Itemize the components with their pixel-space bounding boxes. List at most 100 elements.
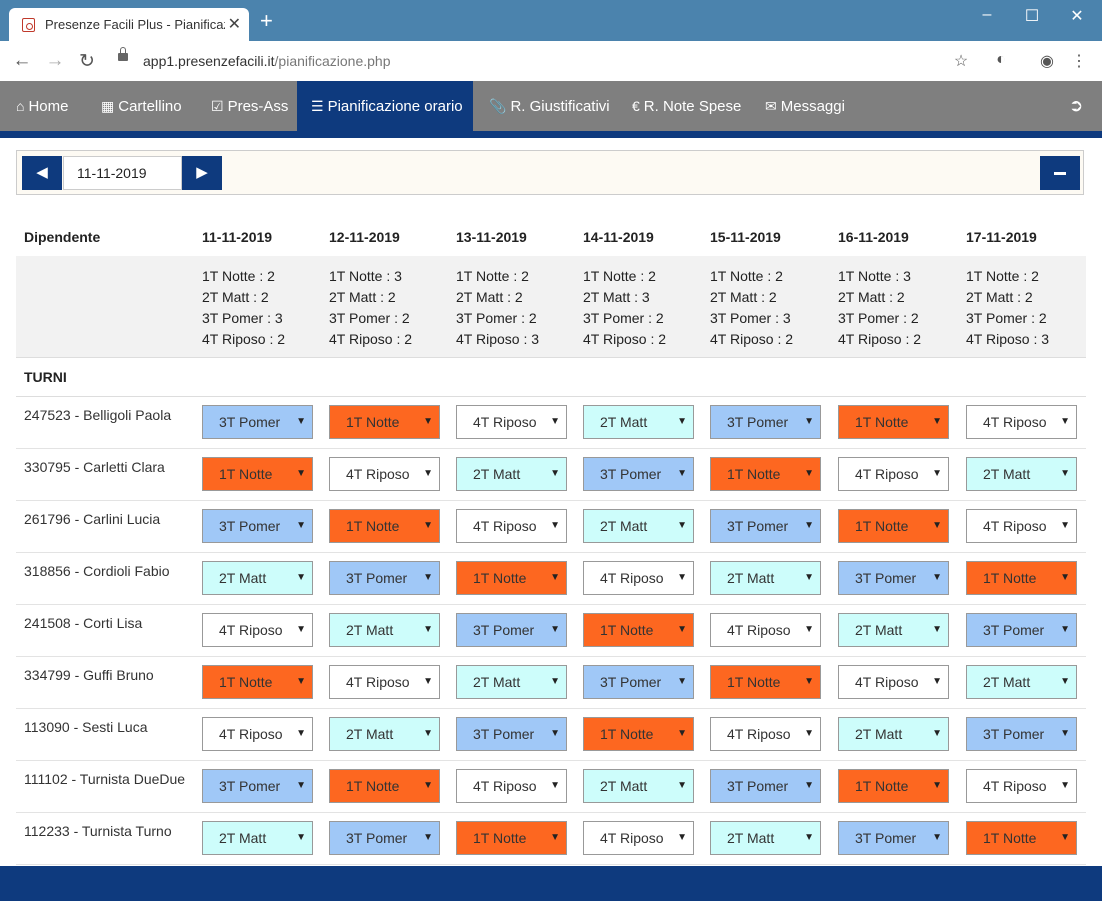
- shift-select[interactable]: 2T Matt ▼: [966, 457, 1077, 491]
- shift-select[interactable]: 4T Riposo ▼: [710, 613, 821, 647]
- shift-select[interactable]: 3T Pomer ▼: [710, 769, 821, 803]
- shift-select[interactable]: 2T Matt ▼: [710, 561, 821, 595]
- shift-select[interactable]: 2T Matt ▼: [329, 613, 440, 647]
- close-tab-icon[interactable]: ✕: [227, 16, 241, 33]
- nav-home[interactable]: ⌂ Home: [16, 81, 68, 131]
- shift-select[interactable]: 2T Matt ▼: [202, 561, 313, 595]
- shift-select[interactable]: 3T Pomer ▼: [583, 457, 694, 491]
- nav-pianificazione[interactable]: ☰ Pianificazione orario: [297, 81, 473, 131]
- summary-cell: 1T Notte : 2 2T Matt : 2 3T Pomer : 3 4T Ri…: [202, 266, 285, 350]
- collapse-button[interactable]: [1040, 156, 1080, 190]
- shift-select[interactable]: 4T Riposo ▼: [456, 769, 567, 803]
- shift-select[interactable]: 3T Pomer ▼: [966, 717, 1077, 751]
- caret-down-icon: ▼: [932, 780, 942, 791]
- shift-select[interactable]: 2T Matt ▼: [710, 821, 821, 855]
- minimize-icon[interactable]: –: [982, 6, 992, 23]
- shift-select[interactable]: 4T Riposo ▼: [202, 613, 313, 647]
- nav-cartellino[interactable]: ▦ Cartellino: [101, 81, 182, 131]
- shift-select[interactable]: 2T Matt ▼: [456, 457, 567, 491]
- nav-note-spese[interactable]: € R. Note Spese: [632, 81, 741, 131]
- date-input[interactable]: 11-11-2019: [63, 156, 182, 190]
- shift-select[interactable]: 4T Riposo ▼: [456, 509, 567, 543]
- prev-date-button[interactable]: ◀: [22, 156, 62, 190]
- star-icon[interactable]: ☆: [953, 53, 969, 70]
- nav-pres-ass[interactable]: ☑ Pres-Ass: [211, 81, 288, 131]
- reload-icon[interactable]: ↻: [79, 51, 95, 72]
- shift-select-value: 2T Matt: [219, 570, 267, 586]
- shift-select[interactable]: 2T Matt ▼: [202, 821, 313, 855]
- shift-select[interactable]: 1T Notte ▼: [583, 613, 694, 647]
- shift-select[interactable]: 2T Matt ▼: [838, 613, 949, 647]
- shift-select[interactable]: 3T Pomer ▼: [838, 821, 949, 855]
- shift-select[interactable]: 1T Notte ▼: [710, 457, 821, 491]
- shift-select[interactable]: 1T Notte ▼: [966, 821, 1077, 855]
- shift-select[interactable]: 1T Notte ▼: [329, 509, 440, 543]
- shift-select[interactable]: 4T Riposo ▼: [329, 665, 440, 699]
- shift-select[interactable]: 4T Riposo ▼: [583, 561, 694, 595]
- shift-select[interactable]: 4T Riposo ▼: [710, 717, 821, 751]
- caret-down-icon: ▼: [677, 416, 687, 427]
- shift-select[interactable]: 2T Matt ▼: [966, 665, 1077, 699]
- logout-button[interactable]: ➲: [1069, 81, 1083, 131]
- shift-select[interactable]: 1T Notte ▼: [710, 665, 821, 699]
- browser-tab[interactable]: Presenze Facili Plus - Pianificazio ✕: [9, 8, 249, 41]
- shift-select[interactable]: 3T Pomer ▼: [329, 821, 440, 855]
- shift-select[interactable]: 3T Pomer ▼: [583, 665, 694, 699]
- nav-giustificativi[interactable]: 📎 R. Giustificativi: [489, 81, 610, 131]
- shift-select[interactable]: 3T Pomer ▼: [966, 613, 1077, 647]
- caret-down-icon: ▼: [932, 572, 942, 583]
- nav-messaggi[interactable]: ✉ Messaggi: [765, 81, 845, 131]
- back-icon[interactable]: ←: [12, 50, 32, 71]
- shift-select[interactable]: 3T Pomer ▼: [202, 405, 313, 439]
- shift-select[interactable]: 3T Pomer ▼: [456, 613, 567, 647]
- shift-select[interactable]: 1T Notte ▼: [583, 717, 694, 751]
- shift-select[interactable]: 4T Riposo ▼: [966, 769, 1077, 803]
- next-date-button[interactable]: ▶: [182, 156, 222, 190]
- url-text[interactable]: app1.presenzefacili.it/pianificazione.ph…: [143, 53, 391, 69]
- shift-select[interactable]: 4T Riposo ▼: [456, 405, 567, 439]
- employee-name: 330795 - Carletti Clara: [24, 459, 165, 475]
- forward-icon[interactable]: →: [45, 50, 65, 71]
- shift-select[interactable]: 4T Riposo ▼: [838, 665, 949, 699]
- shift-select[interactable]: 3T Pomer ▼: [710, 405, 821, 439]
- extension-icon[interactable]: ◐: [996, 51, 1006, 68]
- shift-select[interactable]: 1T Notte ▼: [329, 769, 440, 803]
- shift-select[interactable]: 1T Notte ▼: [329, 405, 440, 439]
- shift-select[interactable]: 3T Pomer ▼: [202, 509, 313, 543]
- shift-select[interactable]: 4T Riposo ▼: [966, 509, 1077, 543]
- shift-select[interactable]: 3T Pomer ▼: [456, 717, 567, 751]
- new-tab-button[interactable]: +: [260, 8, 273, 33]
- shift-select-value: 4T Riposo: [600, 830, 664, 846]
- menu-kebab-icon[interactable]: ⋮: [1071, 53, 1087, 70]
- shift-select[interactable]: 1T Notte ▼: [838, 769, 949, 803]
- caret-down-icon: ▼: [1060, 416, 1070, 427]
- shift-select[interactable]: 2T Matt ▼: [583, 769, 694, 803]
- shift-select[interactable]: 3T Pomer ▼: [329, 561, 440, 595]
- shift-select[interactable]: 4T Riposo ▼: [838, 457, 949, 491]
- caret-down-icon: ▼: [423, 624, 433, 635]
- shift-select[interactable]: 1T Notte ▼: [202, 457, 313, 491]
- shift-select[interactable]: 1T Notte ▼: [966, 561, 1077, 595]
- close-window-icon[interactable]: ✕: [1070, 8, 1084, 25]
- shift-select[interactable]: 1T Notte ▼: [202, 665, 313, 699]
- profile-icon[interactable]: ◉: [1040, 53, 1054, 70]
- shift-select[interactable]: 1T Notte ▼: [456, 821, 567, 855]
- shift-select[interactable]: 3T Pomer ▼: [710, 509, 821, 543]
- shift-select[interactable]: 1T Notte ▼: [838, 405, 949, 439]
- shift-select[interactable]: 4T Riposo ▼: [966, 405, 1077, 439]
- shift-select[interactable]: 2T Matt ▼: [583, 509, 694, 543]
- employee-name: 112233 - Turnista Turno: [24, 823, 172, 839]
- shift-select[interactable]: 3T Pomer ▼: [202, 769, 313, 803]
- shift-select[interactable]: 4T Riposo ▼: [202, 717, 313, 751]
- shift-select[interactable]: 2T Matt ▼: [456, 665, 567, 699]
- shift-select[interactable]: 3T Pomer ▼: [838, 561, 949, 595]
- shift-select-value: 4T Riposo: [727, 622, 791, 638]
- shift-select[interactable]: 2T Matt ▼: [583, 405, 694, 439]
- shift-select[interactable]: 2T Matt ▼: [838, 717, 949, 751]
- shift-select[interactable]: 1T Notte ▼: [456, 561, 567, 595]
- shift-select[interactable]: 4T Riposo ▼: [583, 821, 694, 855]
- shift-select[interactable]: 1T Notte ▼: [838, 509, 949, 543]
- maximize-icon[interactable]: ☐: [1024, 8, 1040, 25]
- shift-select[interactable]: 2T Matt ▼: [329, 717, 440, 751]
- shift-select[interactable]: 4T Riposo ▼: [329, 457, 440, 491]
